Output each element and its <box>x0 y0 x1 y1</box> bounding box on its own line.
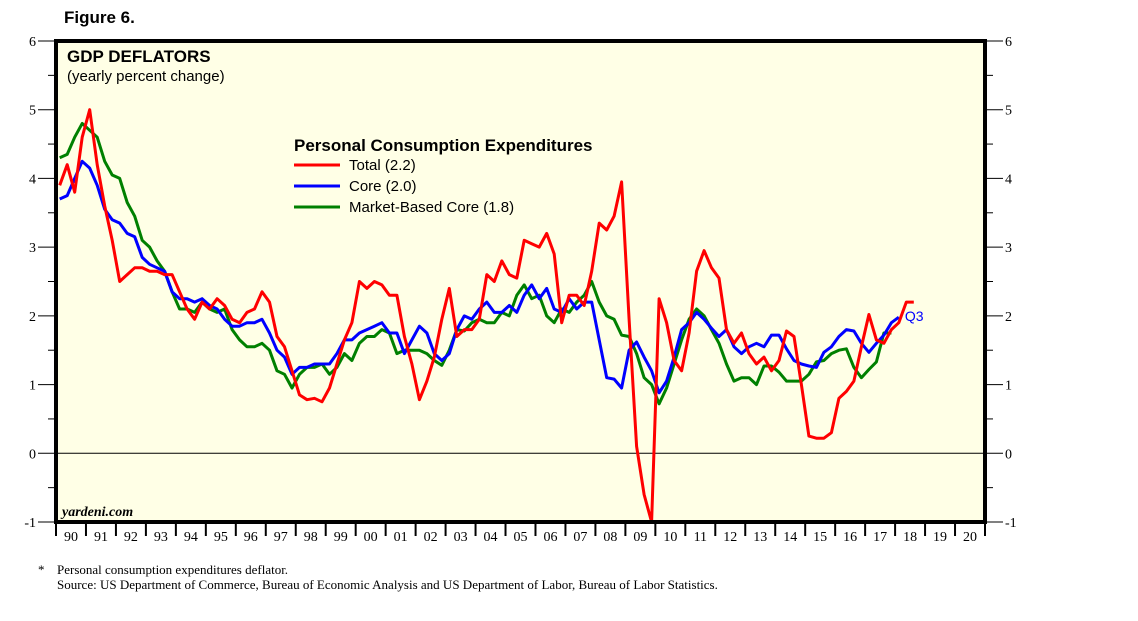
series-line-1 <box>59 159 900 395</box>
y-tick-label-left: 2 <box>29 310 36 325</box>
legend: Total (2.2) Core (2.0) Market-Based Core (… <box>294 157 514 216</box>
x-tick-label: 95 <box>214 530 228 545</box>
x-tick-label: 18 <box>903 530 917 545</box>
x-tick-label: 94 <box>184 530 198 545</box>
plot-area <box>56 41 985 522</box>
y-tick-label-right: 1 <box>1005 379 1012 394</box>
y-tick-label-right: 0 <box>1005 447 1012 462</box>
x-tick-label: 91 <box>94 530 108 545</box>
chart-subtitle: (yearly percent change) <box>67 68 225 85</box>
x-tick-label: 16 <box>843 530 857 545</box>
x-tick-label: 13 <box>753 530 767 545</box>
x-tick-label: 03 <box>454 530 468 545</box>
y-tick-label-right: 2 <box>1005 310 1012 325</box>
x-tick-label: 10 <box>663 530 677 545</box>
x-tick-label: 08 <box>603 530 617 545</box>
y-tick-label-left: 4 <box>29 172 36 187</box>
end-annotation: Q3 <box>905 308 924 324</box>
x-tick-label: 04 <box>484 530 498 545</box>
y-tick-label-left: 3 <box>29 241 36 256</box>
source-note: Source: US Department of Commerce, Burea… <box>57 577 718 592</box>
x-tick-label: 96 <box>244 530 258 545</box>
legend-title: Personal Consumption Expenditures <box>294 136 593 155</box>
y-axis-left: -1 0 1 2 3 4 5 6 <box>24 35 56 531</box>
legend-label-1: Core (2.0) <box>349 178 417 195</box>
x-tick-label: 12 <box>723 530 737 545</box>
x-tick-label: 98 <box>304 530 318 545</box>
x-tick-label: 99 <box>334 530 348 545</box>
x-tick-label: 14 <box>783 530 797 545</box>
x-tick-label: 92 <box>124 530 138 545</box>
y-tick-label-left: -1 <box>24 516 36 531</box>
x-tick-label: 19 <box>933 530 947 545</box>
y-axis-right: -1 0 1 2 3 4 5 6 <box>985 35 1017 531</box>
x-tick-label: 06 <box>543 530 557 545</box>
x-tick-label: 15 <box>813 530 827 545</box>
x-axis: 90 91 92 93 94 95 96 97 98 99 00 01 02 03 04 05 06 07 08 09… <box>55 522 986 545</box>
legend-label-0: Total (2.2) <box>349 157 416 174</box>
x-tick-label: 20 <box>963 530 977 545</box>
y-tick-label-left: 6 <box>29 35 36 50</box>
figure-label: Figure 6. <box>64 8 135 27</box>
x-tick-label: 97 <box>274 530 288 545</box>
y-tick-label-right: 6 <box>1005 35 1012 50</box>
chart-title: GDP DEFLATORS <box>67 47 211 66</box>
plot-frame <box>54 39 987 524</box>
x-tick-label: 09 <box>633 530 647 545</box>
x-tick-label: 17 <box>873 530 887 545</box>
x-tick-label: 93 <box>154 530 168 545</box>
x-tick-label: 02 <box>424 530 438 545</box>
y-tick-label-right: -1 <box>1005 516 1017 531</box>
y-tick-label-left: 1 <box>29 379 36 394</box>
x-tick-label: 05 <box>514 530 528 545</box>
legend-label-2: Market-Based Core (1.8) <box>349 199 514 216</box>
footnote: Personal consumption expenditures deflat… <box>57 562 289 577</box>
series-line-0 <box>58 108 914 524</box>
y-tick-label-right: 3 <box>1005 241 1012 256</box>
x-tick-label: 11 <box>694 530 707 545</box>
y-tick-label-left: 0 <box>29 447 36 462</box>
series-lines <box>58 108 914 524</box>
y-tick-label-left: 5 <box>29 104 36 119</box>
x-tick-label: 00 <box>364 530 378 545</box>
x-tick-label: 90 <box>64 530 78 545</box>
x-tick-label: 01 <box>394 530 408 545</box>
y-tick-label-right: 5 <box>1005 104 1012 119</box>
x-tick-label: 07 <box>573 530 587 545</box>
y-tick-label-right: 4 <box>1005 172 1012 187</box>
footnote-marker: * <box>38 562 45 577</box>
watermark: yardeni.com <box>60 505 133 520</box>
